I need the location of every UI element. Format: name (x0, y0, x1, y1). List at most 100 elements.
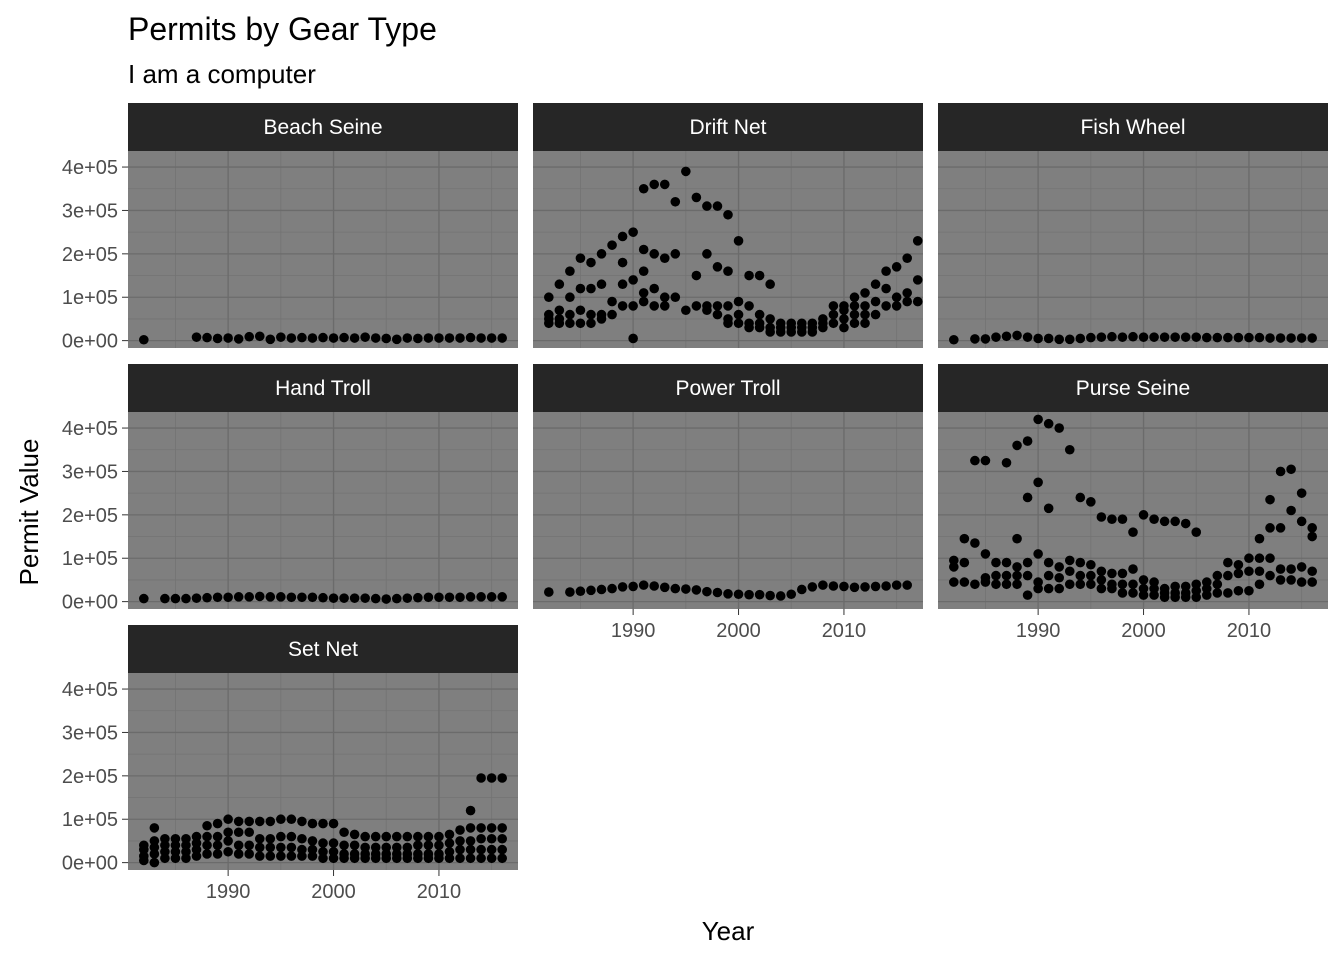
data-point (254, 842, 265, 853)
data-point (870, 309, 881, 320)
data-point (1012, 440, 1022, 451)
point-group (139, 773, 507, 868)
data-point (691, 585, 702, 595)
data-point (233, 334, 244, 344)
data-point (565, 292, 575, 303)
x-axis-title: Year (702, 916, 755, 946)
data-point (1138, 575, 1149, 585)
data-point (307, 836, 318, 846)
data-point (565, 587, 575, 597)
data-point (1138, 510, 1149, 520)
data-point (455, 333, 465, 343)
data-point (202, 592, 212, 603)
data-point (1254, 579, 1265, 590)
data-point (1022, 570, 1033, 581)
data-point (444, 829, 455, 840)
data-point (1307, 523, 1317, 533)
data-point (959, 533, 970, 544)
data-point (1022, 492, 1033, 503)
data-point (1265, 523, 1275, 533)
data-point (1223, 332, 1233, 343)
x-tick-label: 1990 (206, 881, 251, 903)
facet-strip-label: Hand Troll (275, 377, 371, 400)
data-point (659, 582, 670, 593)
data-point (402, 333, 413, 343)
data-point (649, 249, 660, 259)
data-point (276, 831, 286, 842)
data-point (402, 853, 413, 864)
data-point (381, 853, 392, 864)
data-point (744, 270, 754, 281)
data-point (434, 831, 444, 842)
data-point (497, 592, 507, 602)
data-point (286, 831, 297, 842)
data-point (1265, 553, 1275, 564)
data-point (818, 322, 828, 333)
data-point (1296, 333, 1307, 343)
point-group (949, 330, 1317, 345)
data-point (754, 589, 765, 600)
data-point (444, 333, 455, 343)
data-point (181, 853, 191, 864)
data-point (839, 305, 849, 316)
panel-grid (533, 412, 923, 609)
facet-strip (128, 625, 518, 673)
data-point (1128, 579, 1138, 590)
data-point (212, 831, 223, 842)
y-tick-label: 0e+00 (62, 853, 118, 875)
data-point (544, 587, 554, 597)
data-point (881, 301, 891, 311)
data-point (1043, 570, 1054, 581)
data-point (712, 301, 723, 311)
data-point (349, 829, 360, 840)
point-group (544, 166, 923, 344)
data-point (1086, 497, 1096, 507)
data-point (596, 314, 607, 324)
data-point (434, 840, 444, 851)
data-point (1086, 332, 1096, 343)
data-point (596, 584, 607, 595)
data-point (1012, 533, 1022, 544)
data-point (1043, 503, 1054, 514)
data-point (670, 196, 681, 207)
data-point (1001, 557, 1012, 568)
data-point (202, 332, 212, 343)
data-point (670, 292, 681, 303)
data-point (1117, 579, 1128, 590)
data-point (276, 814, 286, 825)
data-point (1012, 330, 1022, 341)
data-point (497, 833, 507, 844)
data-point (465, 332, 476, 343)
y-tick-label: 4e+05 (62, 418, 118, 440)
data-point (1064, 444, 1075, 455)
data-point (181, 593, 191, 604)
data-point (328, 333, 339, 343)
data-point (1001, 457, 1012, 468)
data-point (1096, 566, 1107, 577)
data-point (1180, 332, 1191, 342)
data-point (744, 322, 754, 333)
data-point (497, 823, 507, 833)
data-point (607, 583, 617, 594)
data-point (828, 581, 839, 591)
data-point (1117, 332, 1128, 342)
panel-background (533, 412, 923, 609)
data-point (370, 853, 381, 864)
data-point (796, 327, 807, 337)
data-point (191, 593, 202, 603)
data-point (554, 305, 565, 316)
data-point (765, 279, 775, 290)
data-point (202, 840, 212, 851)
data-point (328, 818, 339, 829)
data-point (497, 773, 507, 783)
data-point (233, 840, 244, 851)
data-point (434, 333, 444, 343)
data-point (1296, 516, 1307, 527)
data-point (244, 849, 255, 859)
data-point (691, 192, 702, 203)
data-point (1180, 518, 1191, 529)
data-point (1096, 332, 1107, 342)
data-point (476, 592, 486, 602)
data-point (754, 309, 765, 320)
